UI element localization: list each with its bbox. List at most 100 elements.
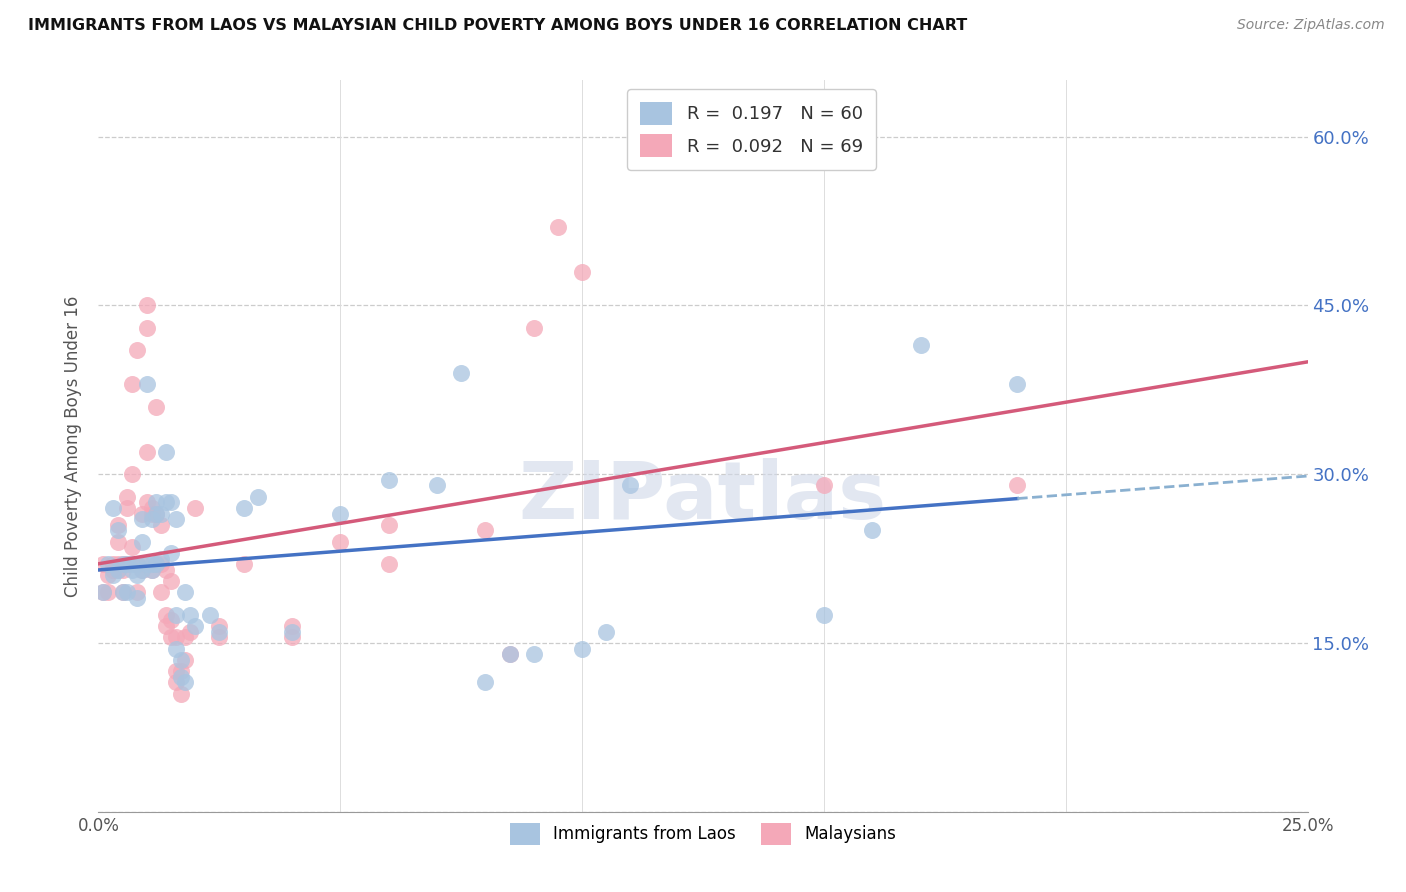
Point	[160, 614, 183, 628]
Point	[131, 563, 153, 577]
Point	[141, 512, 163, 526]
Point	[174, 653, 197, 667]
Point	[184, 500, 207, 515]
Point	[174, 585, 197, 599]
Point	[150, 551, 173, 566]
Point	[174, 675, 197, 690]
Point	[910, 337, 932, 351]
Point	[165, 512, 187, 526]
Point	[165, 630, 187, 644]
Point	[174, 630, 197, 644]
Point	[329, 534, 352, 549]
Y-axis label: Child Poverty Among Boys Under 16: Child Poverty Among Boys Under 16	[65, 295, 83, 597]
Point	[150, 557, 173, 571]
Point	[107, 563, 129, 577]
Point	[97, 557, 120, 571]
Point	[107, 517, 129, 532]
Point	[169, 653, 191, 667]
Point	[101, 568, 124, 582]
Point	[141, 563, 163, 577]
Point	[160, 495, 183, 509]
Point	[498, 647, 520, 661]
Point	[377, 517, 399, 532]
Point	[281, 619, 304, 633]
Point	[184, 619, 207, 633]
Point	[121, 541, 143, 555]
Point	[111, 557, 134, 571]
Point	[198, 607, 221, 622]
Point	[860, 524, 883, 538]
Point	[523, 647, 546, 661]
Point	[329, 507, 352, 521]
Point	[141, 563, 163, 577]
Point	[141, 507, 163, 521]
Point	[97, 568, 120, 582]
Point	[91, 585, 114, 599]
Point	[813, 478, 835, 492]
Point	[117, 500, 139, 515]
Legend: Immigrants from Laos, Malaysians: Immigrants from Laos, Malaysians	[501, 814, 905, 855]
Point	[571, 641, 593, 656]
Point	[474, 524, 496, 538]
Point	[169, 670, 191, 684]
Point	[145, 557, 167, 571]
Point	[498, 647, 520, 661]
Point	[107, 557, 129, 571]
Point	[145, 507, 167, 521]
Point	[131, 512, 153, 526]
Point	[117, 585, 139, 599]
Point	[1007, 478, 1029, 492]
Point	[101, 557, 124, 571]
Point	[117, 490, 139, 504]
Point	[135, 377, 157, 392]
Point	[107, 524, 129, 538]
Point	[160, 630, 183, 644]
Point	[377, 473, 399, 487]
Point	[111, 585, 134, 599]
Point	[145, 495, 167, 509]
Point	[155, 619, 177, 633]
Point	[179, 607, 201, 622]
Point	[547, 219, 569, 234]
Point	[165, 607, 187, 622]
Point	[150, 507, 173, 521]
Point	[121, 563, 143, 577]
Text: ZIPatlas: ZIPatlas	[519, 458, 887, 536]
Point	[165, 675, 187, 690]
Point	[169, 664, 191, 678]
Point	[131, 563, 153, 577]
Point	[1007, 377, 1029, 392]
Point	[107, 563, 129, 577]
Point	[155, 495, 177, 509]
Point	[127, 557, 149, 571]
Point	[169, 687, 191, 701]
Point	[179, 624, 201, 639]
Point	[247, 490, 270, 504]
Point	[117, 557, 139, 571]
Point	[208, 619, 231, 633]
Point	[232, 557, 254, 571]
Point	[131, 507, 153, 521]
Point	[127, 343, 149, 358]
Point	[155, 563, 177, 577]
Point	[117, 557, 139, 571]
Point	[91, 585, 114, 599]
Point	[426, 478, 449, 492]
Point	[127, 585, 149, 599]
Point	[135, 495, 157, 509]
Point	[281, 624, 304, 639]
Point	[160, 574, 183, 588]
Point	[141, 500, 163, 515]
Point	[135, 444, 157, 458]
Point	[208, 630, 231, 644]
Point	[135, 321, 157, 335]
Point	[111, 563, 134, 577]
Text: Source: ZipAtlas.com: Source: ZipAtlas.com	[1237, 18, 1385, 32]
Point	[101, 500, 124, 515]
Point	[150, 585, 173, 599]
Point	[145, 400, 167, 414]
Point	[165, 641, 187, 656]
Point	[121, 557, 143, 571]
Point	[121, 377, 143, 392]
Point	[131, 534, 153, 549]
